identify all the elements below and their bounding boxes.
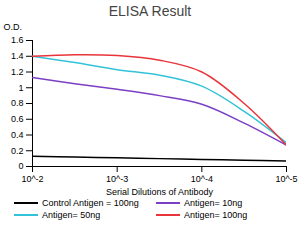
html-text:ELISA Result: ELISA Result xyxy=(108,3,192,19)
svg-text:1.6: 1.6 xyxy=(11,35,24,45)
svg-text:0: 0 xyxy=(18,161,23,171)
svg-text:10^-4: 10^-4 xyxy=(191,174,213,184)
svg-text:1.2: 1.2 xyxy=(11,67,24,77)
svg-text:10^-3: 10^-3 xyxy=(106,174,128,184)
html-text:Antigen= 100ng: Antigen= 100ng xyxy=(184,210,248,220)
html-text:Antigen= 50ng: Antigen= 50ng xyxy=(42,210,101,220)
svg-text:O.D.: O.D. xyxy=(4,22,23,32)
svg-text:Serial Dilutions of Antibody: Serial Dilutions of Antibody xyxy=(106,187,214,197)
svg-text:0.8: 0.8 xyxy=(11,98,24,108)
svg-text:1.4: 1.4 xyxy=(11,51,24,61)
html-text:Control Antigen = 100ng: Control Antigen = 100ng xyxy=(42,198,139,208)
svg-text:10^-2: 10^-2 xyxy=(21,174,43,184)
svg-text:0.4: 0.4 xyxy=(11,130,24,140)
svg-text:1: 1 xyxy=(18,83,23,93)
html-text:Antigen= 10ng: Antigen= 10ng xyxy=(184,198,243,208)
svg-text:0.6: 0.6 xyxy=(11,114,24,124)
svg-text:10^-5: 10^-5 xyxy=(275,174,297,184)
svg-text:0.2: 0.2 xyxy=(11,146,24,156)
